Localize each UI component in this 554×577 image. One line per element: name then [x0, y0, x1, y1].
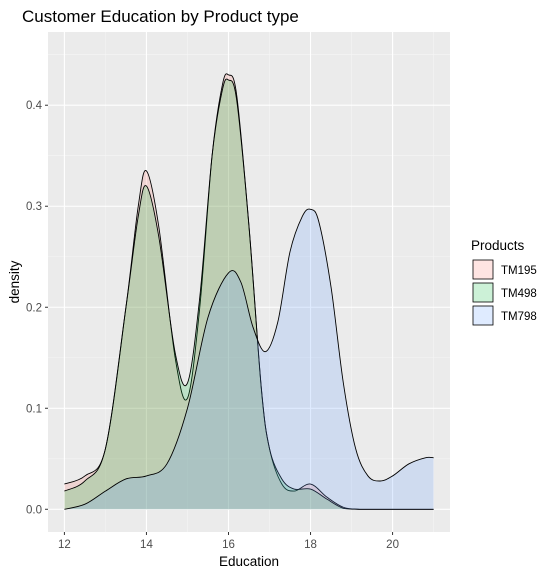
- area-tm498: [64, 79, 434, 510]
- x-axis: 12 14 16 18 20: [58, 532, 399, 551]
- legend-key-bg: [472, 259, 494, 280]
- legend-swatch-tm498: [472, 282, 494, 303]
- y-tick-label: 0.4: [26, 100, 43, 112]
- minor-gridlines: [48, 32, 450, 532]
- y-axis-title: density: [7, 260, 22, 303]
- y-tick-label: 0.3: [26, 201, 42, 213]
- outline-tm798: [64, 208, 434, 510]
- x-tick-label: 14: [140, 539, 153, 551]
- legend-swatch-tm195: [472, 259, 494, 280]
- area-tm798: [64, 209, 434, 510]
- plot-panel: [48, 32, 450, 532]
- legend-label-tm195: TM195: [501, 265, 537, 277]
- legend-label-tm798: TM798: [501, 311, 537, 323]
- major-gridlines: [48, 32, 450, 532]
- legend-key-bg: [472, 305, 494, 326]
- outline-tm195: [64, 73, 434, 510]
- legend-key-bg: [472, 282, 494, 303]
- x-tick-label: 16: [222, 539, 235, 551]
- density-areas: [64, 73, 434, 510]
- x-tick-label: 12: [58, 539, 71, 551]
- legend-label-tm498: TM498: [501, 288, 537, 300]
- x-tick-label: 18: [304, 539, 317, 551]
- y-tick-label: 0.2: [26, 302, 42, 314]
- y-tick-label: 0.0: [26, 504, 42, 516]
- y-tick-label: 0.1: [26, 403, 42, 415]
- legend-swatch-tm798: [472, 305, 494, 326]
- outline-tm498: [64, 78, 434, 510]
- chart-title: Customer Education by Product type: [22, 7, 299, 26]
- x-axis-title: Education: [219, 554, 279, 569]
- y-axis: 0.0 0.1 0.2 0.3 0.4: [26, 100, 48, 516]
- area-tm195: [64, 73, 434, 510]
- legend-title: Products: [471, 238, 525, 253]
- x-tick-label: 20: [386, 539, 399, 551]
- legend: Products TM195 TM498 TM798: [471, 238, 537, 326]
